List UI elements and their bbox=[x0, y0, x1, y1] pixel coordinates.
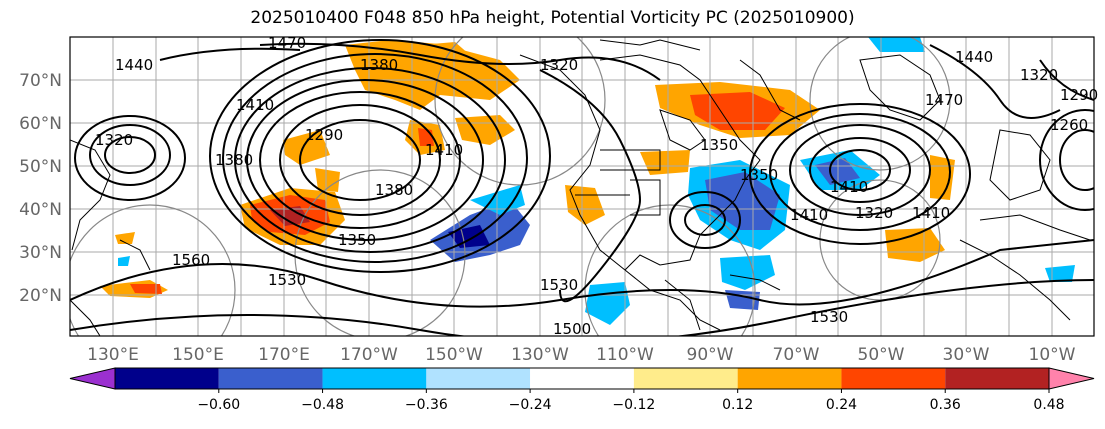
contour-label: 1560 bbox=[172, 251, 210, 269]
contour-label: 1380 bbox=[375, 181, 413, 199]
lat-label: 70°N bbox=[19, 71, 62, 91]
colorbar-swatch bbox=[426, 368, 531, 389]
contour-label: 1410 bbox=[830, 178, 868, 196]
lon-label: 50°W bbox=[858, 345, 905, 365]
lat-label: 60°N bbox=[19, 114, 62, 134]
contour-label: 1440 bbox=[115, 56, 153, 74]
contour-label: 1470 bbox=[268, 34, 306, 52]
lat-label: 40°N bbox=[19, 200, 62, 220]
colorbar-tick-label: 0.36 bbox=[930, 397, 961, 413]
lon-label: 150°E bbox=[172, 345, 224, 365]
contour-label: 1530 bbox=[540, 276, 578, 294]
lon-label: 170°W bbox=[340, 345, 398, 365]
contour-label: 1320 bbox=[855, 204, 893, 222]
lon-label: 130°W bbox=[511, 345, 569, 365]
map-frame bbox=[69, 36, 1095, 337]
contour-label: 1320 bbox=[540, 56, 578, 74]
colorbar-tick-label: −0.36 bbox=[405, 397, 448, 413]
colorbar-tick-label: 0.12 bbox=[722, 397, 753, 413]
colorbar-swatch bbox=[530, 368, 634, 389]
colorbar-tick-label: 0.24 bbox=[826, 397, 857, 413]
contour-label: 1410 bbox=[790, 206, 828, 224]
contour-label: 1350 bbox=[700, 136, 738, 154]
contour-label: 1350 bbox=[338, 231, 376, 249]
contour-label: 1530 bbox=[810, 308, 848, 326]
lon-label: 150°W bbox=[425, 345, 483, 365]
contour-label: 1380 bbox=[360, 56, 398, 74]
colorbar-swatch bbox=[115, 368, 219, 389]
contour-label: 1380 bbox=[215, 151, 253, 169]
colorbar-swatch bbox=[218, 368, 323, 389]
lon-label: 90°W bbox=[687, 345, 734, 365]
colorbar: −0.60 −0.48 −0.36 −0.24 −0.12 0.12 0.24 0.36 0.4… bbox=[69, 367, 1095, 413]
contour-label: 1410 bbox=[912, 204, 950, 222]
colorbar-max-arrow bbox=[1048, 367, 1095, 390]
longitude-labels: 130°E 150°E 170°E 170°W 150°W 130°W 110°… bbox=[87, 345, 1076, 365]
contour-label: 1410 bbox=[236, 96, 274, 114]
lon-label: 30°W bbox=[943, 345, 990, 365]
lat-label: 50°N bbox=[19, 157, 62, 177]
lon-label: 10°W bbox=[1029, 345, 1076, 365]
contour-label: 1530 bbox=[268, 271, 306, 289]
contour-label: 1470 bbox=[925, 91, 963, 109]
colorbar-tick-label: −0.48 bbox=[301, 397, 344, 413]
contour-label: 1260 bbox=[1050, 116, 1088, 134]
contour-label: 1500 bbox=[553, 320, 591, 338]
contour-label: 1320 bbox=[1020, 66, 1058, 84]
colorbar-tick-label: −0.60 bbox=[197, 397, 240, 413]
contour-label: 1290 bbox=[305, 126, 343, 144]
latitude-labels: 70°N 60°N 50°N 40°N 30°N 20°N bbox=[19, 71, 62, 306]
colorbar-swatch bbox=[322, 368, 427, 389]
contour-label: 1290 bbox=[1060, 86, 1098, 104]
plot-title: 2025010400 F048 850 hPa height, Potentia… bbox=[250, 8, 855, 28]
contour-labels: 1470 1440 1410 1380 1350 1320 1290 1560 … bbox=[95, 34, 1098, 338]
colorbar-swatch bbox=[737, 368, 842, 389]
lon-label: 70°W bbox=[773, 345, 820, 365]
colorbar-tick-label: −0.24 bbox=[509, 397, 552, 413]
contour-label: 1440 bbox=[955, 48, 993, 66]
colorbar-tick-label: −0.12 bbox=[612, 397, 655, 413]
colorbar-outline bbox=[114, 367, 1050, 390]
lat-label: 30°N bbox=[19, 243, 62, 263]
lon-label: 110°W bbox=[596, 345, 654, 365]
coastlines bbox=[70, 39, 1091, 336]
contour-label: 1320 bbox=[95, 131, 133, 149]
lon-label: 130°E bbox=[87, 345, 139, 365]
colorbar-swatch bbox=[945, 368, 1049, 389]
colorbar-min-arrow bbox=[69, 367, 116, 390]
colorbar-swatch bbox=[841, 368, 946, 389]
contour-label: 1350 bbox=[740, 166, 778, 184]
colorbar-tick-label: 0.48 bbox=[1033, 397, 1064, 413]
colorbar-swatch bbox=[633, 368, 738, 389]
lon-label: 170°E bbox=[258, 345, 310, 365]
lat-label: 20°N bbox=[19, 286, 62, 306]
height-contours bbox=[70, 39, 1094, 336]
contour-label: 1410 bbox=[425, 141, 463, 159]
